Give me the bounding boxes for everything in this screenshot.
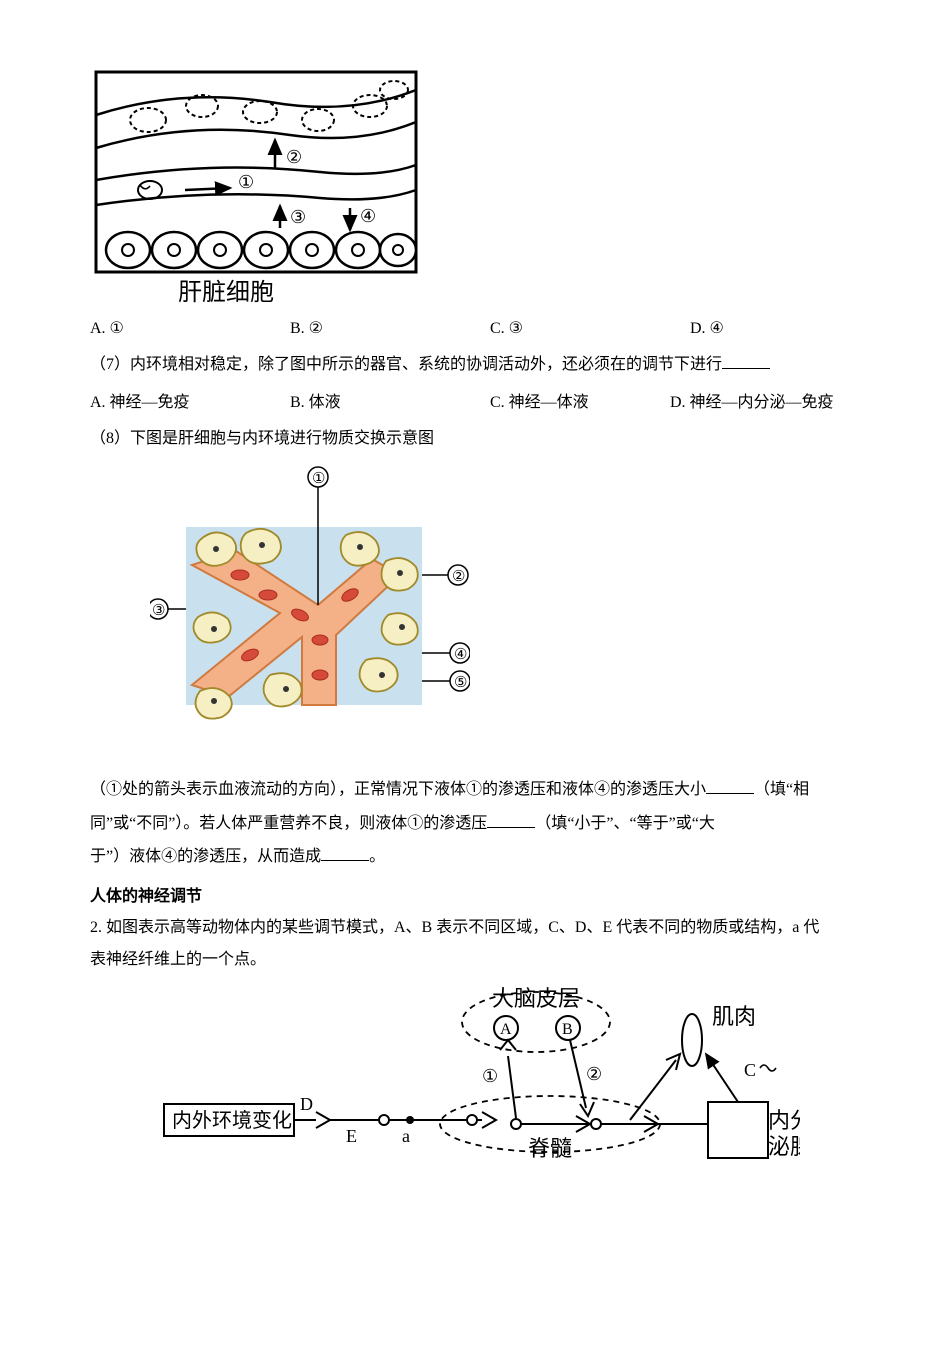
fig1-caption: 肝脏细胞 xyxy=(178,279,274,306)
q2-text: 2. 如图表示高等动物体内的某些调节模式，A、B 表示不同区域，C、D、E 代表… xyxy=(90,912,870,976)
fig3-E: E xyxy=(346,1126,357,1146)
mc6-opt-c: C. ③ xyxy=(490,318,690,338)
fig3-env: 内外环境变化 xyxy=(172,1109,292,1132)
fig2-label-1: ① xyxy=(312,471,325,487)
q8-t4: （填“小于”、“等于”或“大 xyxy=(535,815,715,832)
q7-blank xyxy=(722,352,770,369)
fig2-label-5: ⑤ xyxy=(454,675,467,691)
fig1-label-3: ③ xyxy=(290,207,306,227)
fig2-label-3: ③ xyxy=(152,603,165,619)
fig3-D: D xyxy=(300,1094,313,1114)
q2-line1: 2. 如图表示高等动物体内的某些调节模式，A、B 表示不同区域，C、D、E 代表… xyxy=(90,919,819,936)
q8-t1: （①处的箭头表示血液流动的方向），正常情况下液体①的渗透压和液体④的渗透压大小 xyxy=(90,781,706,798)
q8-blank3 xyxy=(321,844,369,861)
section2-title: 人体的神经调节 xyxy=(90,882,870,906)
q2-line2: 表神经纤维上的一个点。 xyxy=(90,951,266,968)
figure-nervous-regulation: 内外环境变化 D E a xyxy=(90,984,870,1184)
fig1-svg: ① ② ③ ④ 肝脏细胞 xyxy=(90,60,430,310)
fig3-A: A xyxy=(500,1021,512,1038)
fig1-label-4: ④ xyxy=(360,206,376,226)
fig3-endo1: 内分 xyxy=(768,1108,800,1133)
q8-t2: （填“相 xyxy=(754,781,809,798)
q8-blank2 xyxy=(487,811,535,828)
mc6-opt-a: A. ① xyxy=(90,318,290,338)
q7-stem: （7）内环境相对稳定，除了图中所示的器官、系统的协调活动外，还必须在的调节下进行 xyxy=(90,348,870,382)
fig1-label-1: ① xyxy=(238,172,254,192)
q8-t6: 。 xyxy=(369,848,385,865)
q7-opt-b: B. 体液 xyxy=(290,388,490,412)
fig3-n1: ① xyxy=(482,1066,498,1086)
mc6-opt-b: B. ② xyxy=(290,318,490,338)
figure-tissue-exchange: ① ② ③ ④ ⑤ xyxy=(150,465,870,745)
mc6-opt-d: D. ④ xyxy=(690,318,850,338)
fig2-svg: ① ② ③ ④ ⑤ xyxy=(150,465,470,745)
fig3-n2: ② xyxy=(586,1064,602,1084)
q8-para: （①处的箭头表示血液流动的方向），正常情况下液体①的渗透压和液体④的渗透压大小 （… xyxy=(90,773,870,874)
fig3-svg: 内外环境变化 D E a xyxy=(160,984,800,1184)
fig1-label-2: ② xyxy=(286,147,302,167)
q7-options: A. 神经—免疫 B. 体液 C. 神经—体液 D. 神经—内分泌—免疫 xyxy=(90,388,870,412)
q8-stem: （8）下图是肝细胞与内环境进行物质交换示意图 xyxy=(90,422,870,456)
fig2-label-2: ② xyxy=(452,569,465,585)
fig3-B: B xyxy=(562,1021,573,1038)
q7-opt-a: A. 神经—免疫 xyxy=(90,388,290,412)
fig2-label-4: ④ xyxy=(454,647,467,663)
fig3-a: a xyxy=(402,1126,410,1146)
q7-stem-text: （7）内环境相对稳定，除了图中所示的器官、系统的协调活动外，还必须在的调节下进行 xyxy=(90,356,722,373)
mc6-options: A. ① B. ② C. ③ D. ④ xyxy=(90,318,870,338)
fig3-spinal: 脊髓 xyxy=(528,1136,572,1161)
fig3-cortex: 大脑皮层 xyxy=(492,986,580,1011)
fig3-muscle: 肌肉 xyxy=(712,1004,756,1029)
q7-opt-d: D. 神经—内分泌—免疫 xyxy=(670,388,870,412)
figure-liver-cells: ① ② ③ ④ 肝脏细胞 xyxy=(90,60,870,310)
q8-blank1 xyxy=(706,777,754,794)
q7-opt-c: C. 神经—体液 xyxy=(490,388,670,412)
q8-t3: 同”或“不同”）。若人体严重营养不良，则液体①的渗透压 xyxy=(90,815,487,832)
fig3-endo2: 泌腺 xyxy=(768,1134,800,1159)
fig3-C: C xyxy=(744,1060,756,1080)
q8-t5: 于”）液体④的渗透压，从而造成 xyxy=(90,848,321,865)
